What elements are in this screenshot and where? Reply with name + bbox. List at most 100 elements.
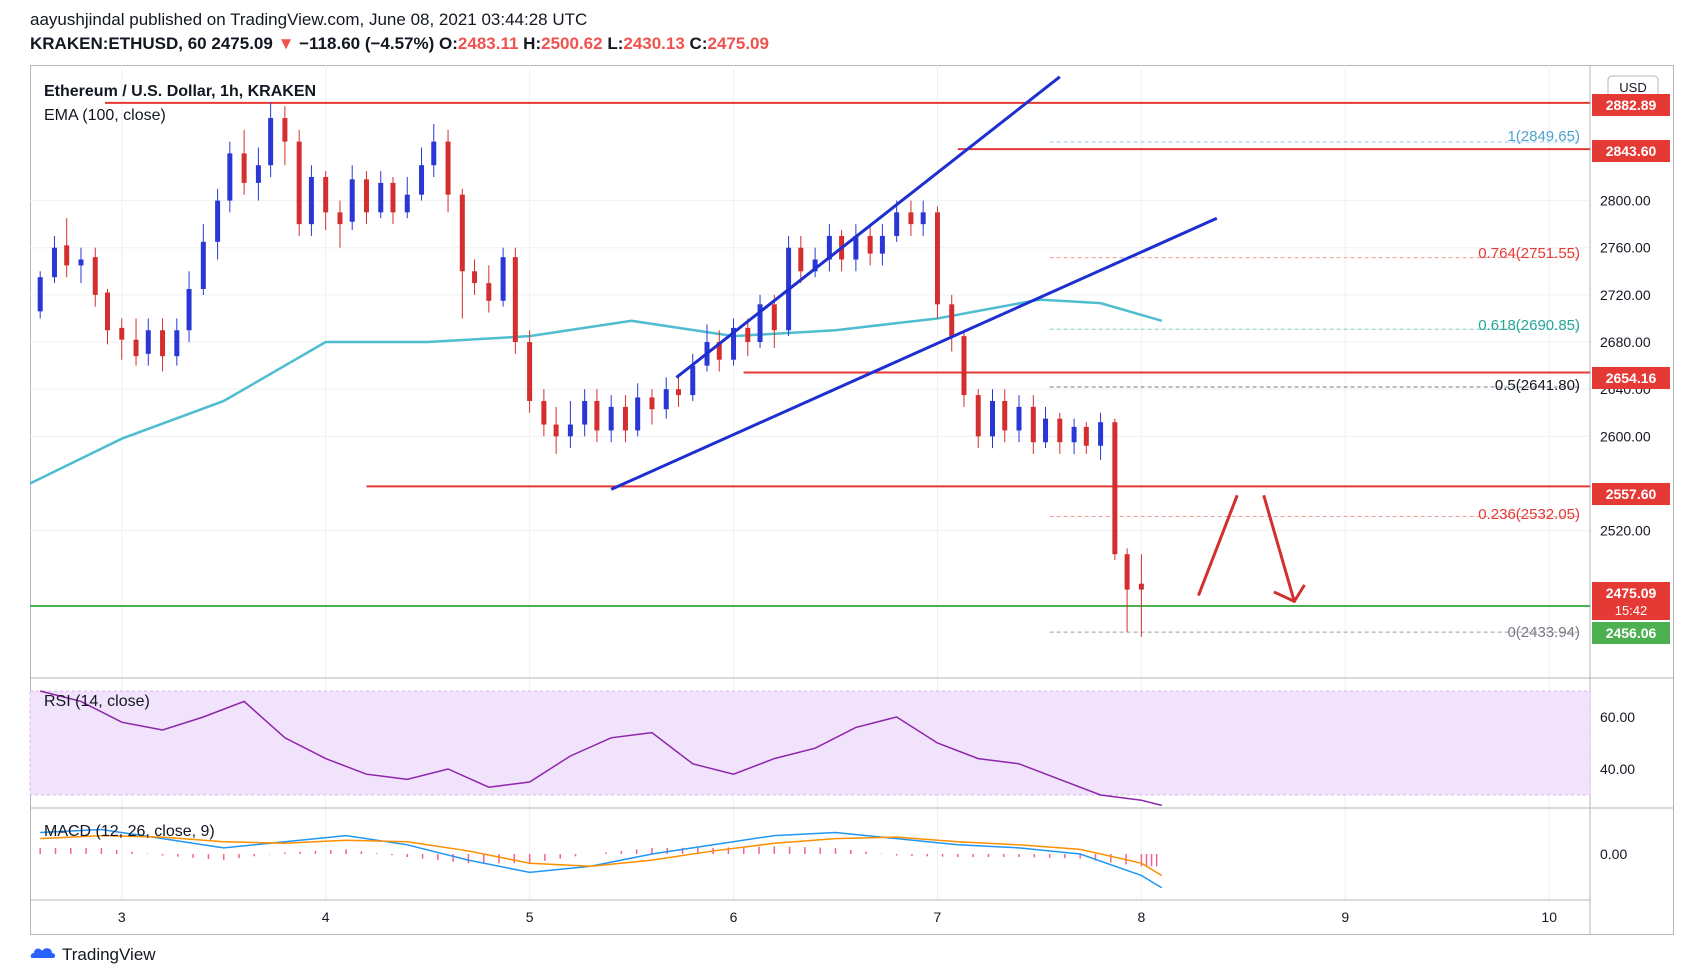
candle-body (757, 304, 763, 343)
currency-label: USD (1619, 80, 1646, 95)
candle-body (119, 327, 125, 340)
levels (30, 101, 1590, 633)
candle-body (567, 424, 573, 437)
level-2654-label: 2654.16 (1606, 370, 1657, 386)
brand[interactable]: TradingView (30, 945, 156, 965)
candle-body (104, 292, 110, 331)
candle-body (1071, 426, 1077, 443)
rsi-series (40, 690, 1162, 807)
time-tick-label: 3 (118, 909, 126, 925)
open-value: 2483.11 (457, 34, 519, 53)
level-2882-label: 2882.89 (1606, 97, 1657, 113)
candle-body (1138, 583, 1144, 590)
tradingview-cloud-icon (30, 947, 56, 961)
candle-body (867, 235, 873, 254)
candle-body (241, 153, 247, 183)
candle-body (282, 118, 288, 142)
candle-body (378, 182, 384, 213)
fib-0-label: 0(2433.94) (1507, 624, 1580, 641)
candle-body (908, 212, 914, 225)
candle-body (812, 259, 818, 272)
candle-body (255, 165, 261, 183)
candle-body (1112, 422, 1118, 555)
candle-body (64, 245, 70, 266)
candle-body (798, 247, 804, 272)
candle-body (459, 194, 465, 272)
time-tick-label: 10 (1541, 909, 1557, 925)
candle-body (622, 406, 628, 431)
candle-body (594, 400, 600, 431)
candle-body (990, 400, 996, 437)
price-tick-label: 2760.00 (1600, 240, 1651, 256)
level-badge-2557 (1592, 483, 1670, 505)
candle-body (745, 327, 751, 343)
ema-legend: EMA (100, close) (44, 107, 166, 124)
candle-body (419, 165, 425, 195)
candle-body (541, 400, 547, 425)
candle-body (431, 141, 437, 166)
candle-body (37, 277, 43, 312)
level-badge-2882 (1592, 94, 1670, 116)
candle-body (1098, 422, 1104, 446)
macd-line (40, 828, 1163, 889)
candle-body (363, 179, 369, 213)
fib-0618-label: 0.618(2690.85) (1478, 317, 1580, 334)
down-triangle-icon: ▼ (277, 34, 295, 53)
candle-body (51, 247, 57, 278)
candle-body (675, 389, 681, 396)
channel-lower (610, 216, 1218, 491)
candle-body (500, 257, 506, 301)
close-value: 2475.09 (707, 34, 769, 53)
candle-body (308, 176, 314, 225)
price-tick-label: 2520.00 (1600, 523, 1651, 539)
low-label: L: (607, 34, 624, 53)
macd-legend: MACD (12, 26, close, 9) (44, 823, 215, 840)
candle-body (227, 153, 233, 201)
last-price-badge-value: 2475.09 (1606, 585, 1657, 601)
candle-body (649, 397, 655, 410)
price-axis: 2800.002760.002720.002680.002640.002600.… (1600, 193, 1651, 862)
support-badge (1592, 622, 1670, 644)
candle-body (771, 304, 777, 331)
candle-body (920, 212, 926, 225)
candle-body (582, 400, 588, 425)
signal-line (40, 834, 1163, 877)
forecast-arrowhead (1273, 584, 1306, 604)
candle-body (337, 212, 343, 225)
macd-tick-label: 0.00 (1600, 846, 1627, 862)
price-tick-label: 2600.00 (1600, 428, 1651, 444)
channel-upper (675, 75, 1061, 379)
price-tick-label: 2680.00 (1600, 334, 1651, 350)
level-badge-2654 (1592, 367, 1670, 389)
candle-body (92, 257, 98, 295)
brand-name: TradingView (62, 945, 156, 964)
candle-body (1030, 406, 1036, 443)
time-tick-label: 9 (1341, 909, 1349, 925)
low-value: 2430.13 (623, 34, 685, 53)
candle-body (174, 330, 180, 357)
candle-body (404, 194, 410, 213)
candle-body (215, 200, 221, 242)
level-2557-label: 2557.60 (1606, 486, 1657, 502)
candle-body (349, 179, 355, 222)
candles (37, 102, 1144, 637)
support-label: 2456.06 (1606, 625, 1657, 641)
candle-body (608, 406, 614, 431)
candle-body (472, 271, 478, 284)
open-label: O: (439, 34, 458, 53)
pair-legend: Ethereum / U.S. Dollar, 1h, KRAKEN (44, 83, 316, 100)
last-price: 2475.09 (211, 34, 273, 53)
candle-body (934, 212, 940, 305)
rsi-legend: RSI (14, close) (44, 693, 150, 710)
grid (30, 65, 1590, 900)
ohlc-line: KRAKEN:ETHUSD, 60 2475.09 ▼ −118.60 (−4.… (30, 34, 769, 54)
time-tick-label: 8 (1137, 909, 1145, 925)
candle-body (716, 342, 722, 360)
candle-body (78, 259, 84, 266)
candle-body (663, 389, 669, 410)
publish-info: published on TradingView.com, June 08, 2… (129, 10, 588, 29)
symbol: KRAKEN:ETHUSD, 60 (30, 34, 207, 53)
author[interactable]: aayushjindal (30, 10, 125, 29)
rsi-band (29, 690, 1591, 796)
